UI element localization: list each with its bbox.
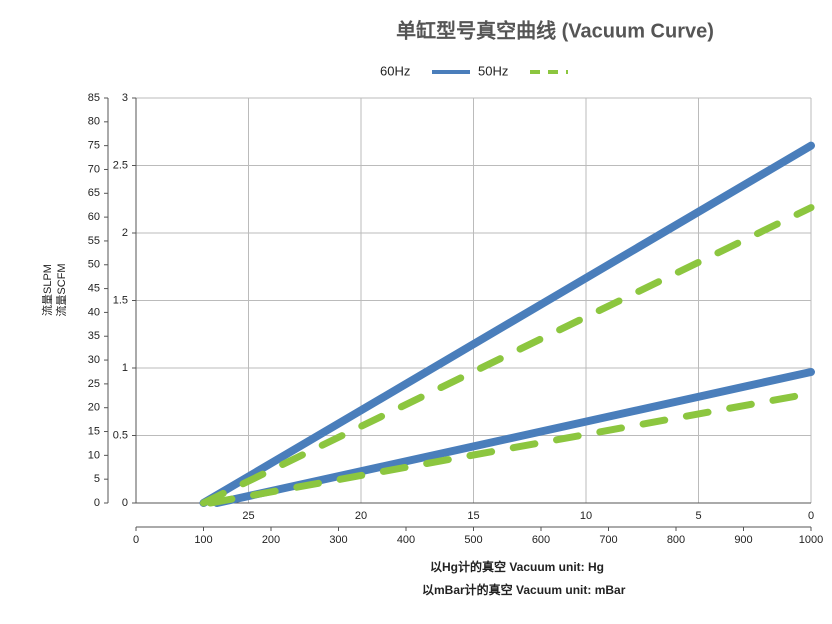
y2-tick-label: 1 (122, 362, 128, 374)
x2-axis-label: 以Hg计的真空 Vacuum unit: Hg (430, 559, 604, 574)
y2-tick-label: 1.5 (113, 294, 128, 306)
y-tick-label: 55 (88, 235, 100, 247)
legend-label: 50Hz (478, 63, 508, 78)
x-tick-label: 500 (464, 534, 482, 546)
y-tick-label: 80 (88, 116, 100, 128)
y2-tick-label: 2.5 (113, 159, 128, 171)
y-tick-label: 35 (88, 330, 100, 342)
y2-tick-label: 0 (122, 497, 128, 509)
x-tick-label: 1000 (799, 534, 823, 546)
x-axis-label: 以mBar计的真空 Vacuum unit: mBar (422, 582, 626, 597)
x-tick-label: 600 (532, 534, 550, 546)
x-tick-label: 800 (667, 534, 685, 546)
x-tick-label: 0 (133, 534, 139, 546)
y-tick-label: 0 (94, 497, 100, 509)
y-axis-label: 流量SLPM (40, 264, 54, 316)
y-tick-label: 45 (88, 282, 100, 294)
y-tick-label: 20 (88, 402, 100, 414)
y-tick-label: 25 (88, 378, 100, 390)
y-tick-label: 75 (88, 140, 100, 152)
series-line (199, 141, 815, 507)
x2-tick-label: 25 (242, 510, 254, 522)
series-line (200, 204, 815, 507)
x2-tick-label: 0 (808, 510, 814, 522)
y-tick-label: 30 (88, 354, 100, 366)
y-tick-label: 50 (88, 259, 100, 271)
y-tick-label: 10 (88, 449, 100, 461)
x-tick-label: 300 (329, 534, 347, 546)
x-tick-label: 900 (734, 534, 752, 546)
y-tick-label: 65 (88, 187, 100, 199)
y-tick-label: 40 (88, 306, 100, 318)
y2-tick-label: 0.5 (113, 429, 128, 441)
y-tick-label: 60 (88, 211, 100, 223)
y2-tick-label: 2 (122, 227, 128, 239)
series-line (206, 389, 815, 507)
x2-tick-label: 20 (355, 510, 367, 522)
x2-tick-label: 10 (580, 510, 592, 522)
y-tick-label: 70 (88, 163, 100, 175)
y2-axis-label: 流量SCFM (54, 263, 68, 316)
chart-title: 单缸型号真空曲线 (Vacuum Curve) (396, 18, 714, 42)
y-tick-label: 5 (94, 473, 100, 485)
y-tick-label: 85 (88, 92, 100, 104)
legend-label: 60Hz (380, 63, 410, 78)
y-tick-label: 15 (88, 425, 100, 437)
x2-tick-label: 15 (467, 510, 479, 522)
x-tick-label: 100 (194, 534, 212, 546)
y2-tick-label: 3 (122, 92, 128, 104)
x-tick-label: 700 (599, 534, 617, 546)
x-tick-label: 400 (397, 534, 415, 546)
x-tick-label: 200 (262, 534, 280, 546)
x2-tick-label: 5 (695, 510, 701, 522)
